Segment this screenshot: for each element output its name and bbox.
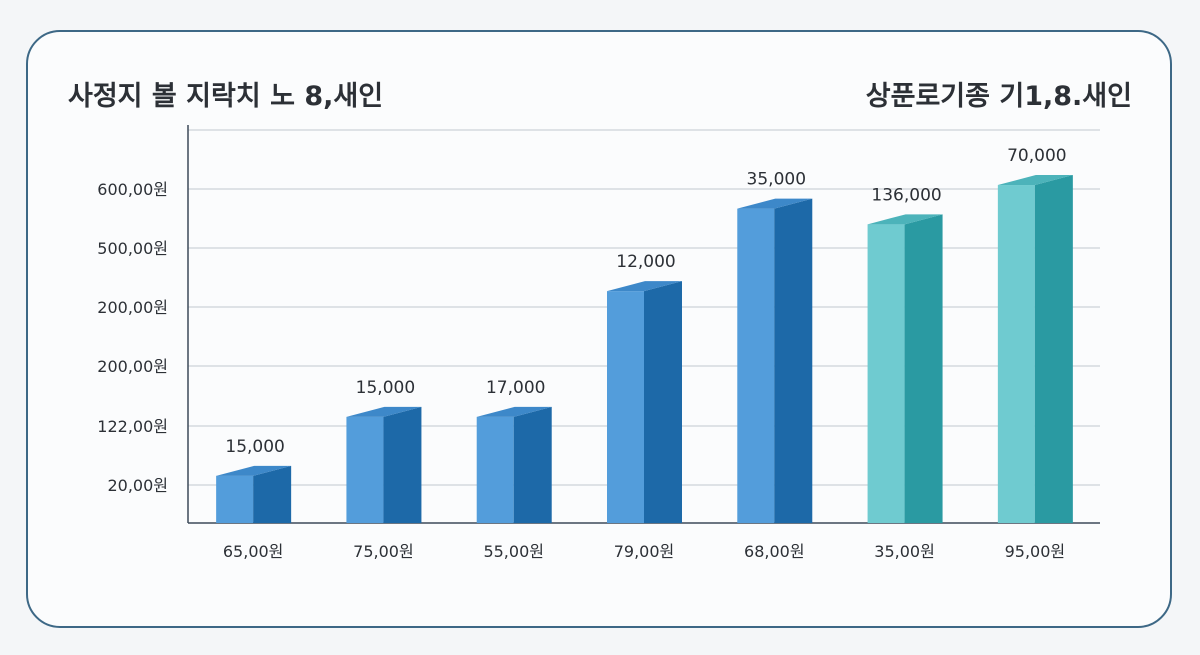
bar-front	[607, 291, 644, 523]
y-tick-label: 200,00원	[97, 357, 168, 376]
y-tick-label: 122,00원	[97, 417, 168, 436]
y-tick-label: 600,00원	[97, 180, 168, 199]
bar-front	[997, 185, 1035, 523]
data-label: 136,000	[871, 185, 941, 205]
bar-top	[737, 198, 813, 209]
bar-top	[607, 281, 682, 292]
data-label: 17,000	[486, 378, 545, 398]
x-tick-label: 95,00원	[1005, 542, 1066, 561]
data-label: 35,000	[747, 170, 806, 190]
y-tick-label: 20,00원	[107, 476, 168, 495]
bar-side	[774, 198, 813, 523]
y-tick-label: 200,00원	[97, 298, 168, 317]
data-label: 12,000	[616, 252, 675, 272]
bar-top	[867, 214, 943, 225]
bar-front	[737, 208, 775, 523]
x-tick-label: 65,00원	[223, 542, 284, 561]
bar-top	[997, 175, 1073, 186]
bar-side	[904, 214, 943, 523]
bar-front	[346, 416, 384, 523]
data-label: 70,000	[1007, 146, 1066, 166]
x-tick-label: 75,00원	[353, 542, 414, 561]
bar-side	[253, 465, 292, 523]
x-tick-label: 79,00원	[614, 542, 675, 561]
x-tick-label: 55,00원	[483, 542, 544, 561]
bar-front	[216, 475, 254, 523]
bar-front	[476, 416, 514, 523]
data-label: 15,000	[356, 378, 415, 398]
x-tick-label: 35,00원	[874, 542, 935, 561]
bar-side	[513, 406, 552, 523]
chart-title: 사정지 볼 지락치 노 8,새인	[68, 81, 384, 112]
bar-top	[476, 406, 552, 417]
bar-side	[1034, 175, 1073, 523]
bar-side	[383, 406, 422, 523]
bar-side	[644, 281, 682, 523]
chart-subtitle: 상푼로기종 기1,8.새인	[865, 81, 1132, 112]
bar-front	[867, 224, 905, 523]
bar-top	[346, 406, 422, 417]
bar-top	[216, 465, 292, 476]
y-tick-label: 500,00원	[97, 239, 168, 258]
data-label: 15,000	[225, 437, 284, 457]
x-tick-label: 68,00원	[744, 542, 805, 561]
